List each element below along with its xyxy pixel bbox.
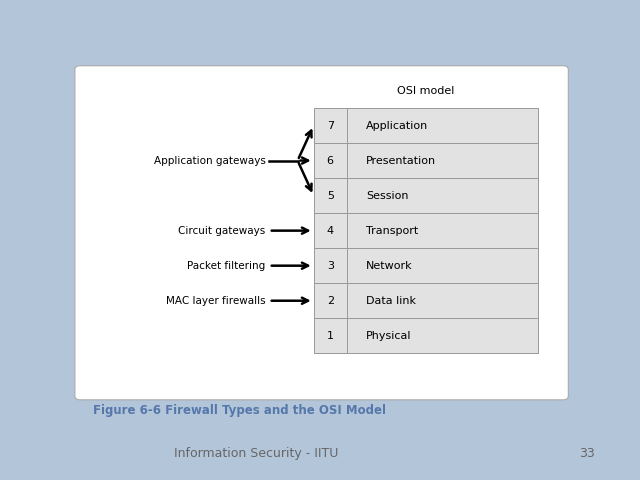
Text: Physical: Physical (366, 331, 412, 341)
Text: 7: 7 (326, 120, 334, 131)
Text: Presentation: Presentation (366, 156, 436, 166)
Text: 3: 3 (327, 261, 333, 271)
Bar (314, 318, 538, 353)
Text: MAC layer firewalls: MAC layer firewalls (166, 296, 266, 306)
Text: Transport: Transport (366, 226, 419, 236)
Bar (314, 143, 538, 178)
Text: OSI model: OSI model (397, 86, 454, 96)
Text: Network: Network (366, 261, 413, 271)
Bar (314, 248, 538, 283)
Text: Circuit gateways: Circuit gateways (179, 226, 266, 236)
Text: 6: 6 (327, 156, 333, 166)
Text: Data link: Data link (366, 296, 416, 306)
FancyBboxPatch shape (75, 66, 568, 400)
Text: Information Security - IITU: Information Security - IITU (174, 447, 338, 460)
Text: 2: 2 (326, 296, 334, 306)
Text: 1: 1 (327, 331, 333, 341)
Bar (314, 213, 538, 248)
Bar (314, 283, 538, 318)
Bar (314, 178, 538, 213)
Text: Packet filtering: Packet filtering (188, 261, 266, 271)
Text: Session: Session (366, 191, 408, 201)
Bar (314, 108, 538, 143)
Text: Figure 6-6 Firewall Types and the OSI Model: Figure 6-6 Firewall Types and the OSI Mo… (93, 404, 386, 417)
Text: 33: 33 (579, 447, 595, 460)
Text: Application gateways: Application gateways (154, 156, 266, 166)
Text: 5: 5 (327, 191, 333, 201)
Text: Application: Application (366, 120, 428, 131)
Text: 4: 4 (326, 226, 334, 236)
